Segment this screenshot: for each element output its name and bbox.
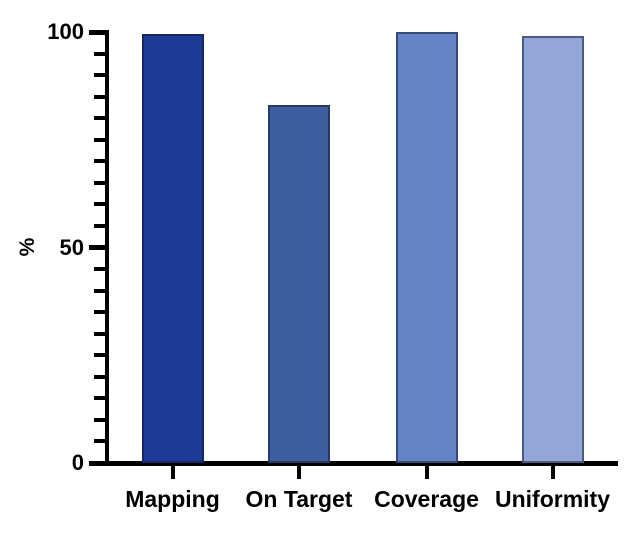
y-minor-tick-10 [94, 417, 105, 422]
y-minor-tick-15 [94, 396, 105, 401]
y-major-tick-100 [89, 29, 105, 35]
y-minor-tick-80 [94, 116, 105, 121]
x-tick-on-target [297, 466, 301, 479]
y-minor-tick-5 [94, 439, 105, 444]
y-minor-tick-95 [94, 51, 105, 56]
y-minor-tick-30 [94, 331, 105, 336]
x-tick-mapping [170, 466, 175, 479]
bar-coverage [395, 32, 458, 463]
y-tick-label-50: 50 [59, 234, 84, 260]
x-axis-label-coverage: Coverage [374, 486, 479, 512]
y-major-tick-50 [89, 245, 105, 250]
y-minor-tick-55 [94, 223, 105, 228]
y-minor-tick-40 [94, 288, 105, 293]
y-minor-tick-45 [94, 267, 105, 272]
y-minor-tick-70 [94, 159, 105, 164]
y-minor-tick-90 [94, 73, 105, 78]
x-tick-uniformity [550, 466, 555, 479]
y-axis-title: % [16, 237, 39, 257]
x-tick-coverage [424, 466, 429, 479]
y-minor-tick-65 [94, 180, 105, 185]
y-minor-tick-20 [94, 374, 105, 379]
y-major-tick-0 [89, 460, 105, 466]
y-minor-tick-25 [94, 353, 105, 358]
y-minor-tick-85 [94, 94, 105, 99]
y-minor-tick-35 [94, 310, 105, 315]
x-axis-label-mapping: Mapping [125, 486, 220, 512]
bar-mapping [141, 34, 204, 463]
x-axis-line [90, 461, 618, 466]
y-tick-label-0: 0 [71, 450, 84, 475]
y-minor-tick-60 [94, 202, 105, 207]
y-tick-label-100: 100 [47, 19, 84, 44]
y-axis-line [105, 30, 109, 466]
bar-uniformity [521, 36, 584, 463]
x-axis-label-on-target: On Target [245, 486, 353, 512]
x-axis-label-uniformity: Uniformity [495, 486, 610, 512]
y-minor-tick-75 [94, 137, 105, 142]
bar-on-target [268, 105, 330, 463]
